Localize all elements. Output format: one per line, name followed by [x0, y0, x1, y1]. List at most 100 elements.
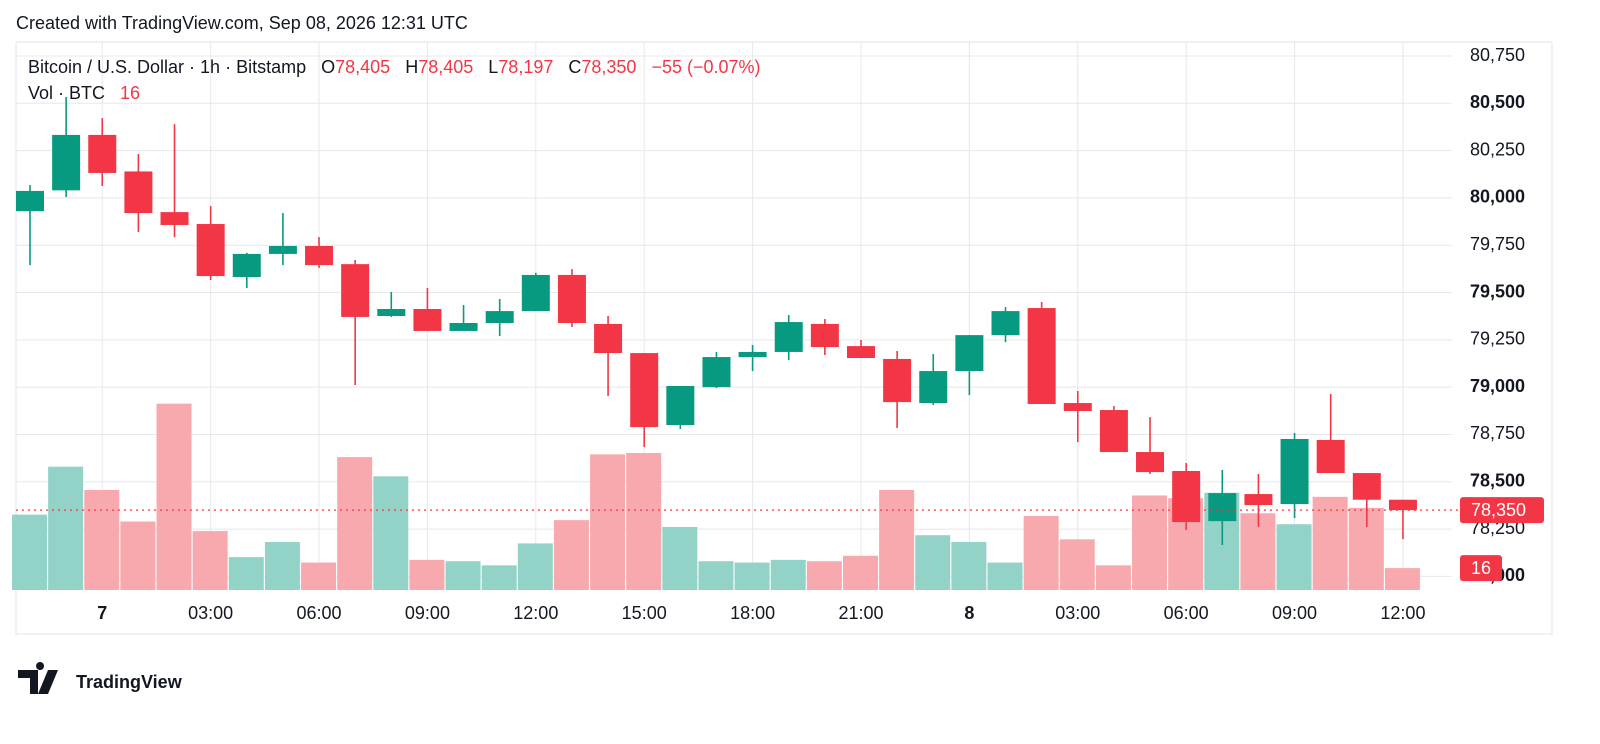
candle-body [521, 274, 550, 312]
legend-line: Bitcoin / U.S. Dollar · 1h · Bitstamp O7… [28, 57, 761, 77]
y-tick-label: 79,000 [1470, 376, 1525, 396]
y-tick-label: 80,000 [1470, 187, 1525, 207]
candle-body [774, 322, 803, 352]
volume-bar [626, 453, 662, 590]
x-tick-label: 09:00 [1272, 603, 1317, 623]
candle-body [557, 274, 586, 324]
candle-body [341, 264, 370, 317]
candle-body [268, 245, 297, 254]
volume-bar [192, 531, 228, 590]
logo: TradingView [18, 662, 183, 694]
price-badge [1460, 497, 1544, 524]
candle-body [1388, 499, 1417, 511]
volume-bar [1276, 524, 1312, 590]
volume-bar [301, 562, 337, 590]
candle-body [1280, 438, 1309, 505]
x-tick-label: 18:00 [730, 603, 775, 623]
volume-bar [1312, 496, 1348, 590]
candle-body [991, 311, 1020, 336]
y-tick-label: 79,500 [1470, 281, 1525, 301]
volume-value: 16 [120, 83, 140, 103]
candle-body [305, 245, 334, 266]
volume-bar [1095, 565, 1131, 590]
volume-bar [1384, 568, 1420, 590]
x-tick-label: 15:00 [622, 603, 667, 623]
price-badge-label: 78,350 [1471, 500, 1526, 520]
x-tick-label: 12:00 [513, 603, 558, 623]
candle-body [16, 190, 44, 212]
volume-bar [337, 457, 373, 590]
volume-bar [48, 466, 84, 590]
volume-bar [373, 476, 409, 590]
volume-bar [734, 562, 770, 590]
candle-body [594, 323, 623, 354]
candle-body [1316, 439, 1345, 474]
candle-body [413, 308, 442, 331]
volume-bar [12, 514, 47, 590]
y-tick-label: 80,500 [1470, 92, 1525, 112]
volume-bar [228, 557, 264, 590]
candle-body [124, 171, 153, 214]
candle-body [1172, 470, 1201, 523]
candle-body [232, 253, 261, 278]
candles [16, 97, 1460, 545]
volume-bar [264, 542, 300, 590]
l-label: L [488, 57, 498, 77]
candle-body [1208, 493, 1237, 522]
candle-body [919, 371, 948, 404]
x-tick-label: 09:00 [405, 603, 450, 623]
candle-body [883, 358, 912, 403]
volume-bar [842, 555, 878, 590]
candle-body [52, 134, 81, 191]
y-tick-label: 78,750 [1470, 423, 1525, 443]
candle-body [1027, 308, 1056, 404]
volume-bar [1059, 539, 1095, 590]
volume-bar [156, 403, 192, 590]
y-tick-label: 80,250 [1470, 139, 1525, 159]
x-tick-label: 06:00 [297, 603, 342, 623]
candle-body [846, 346, 875, 359]
volume-bar [590, 454, 626, 590]
created-note: Created with TradingView.com, Sep 08, 20… [16, 13, 468, 33]
x-tick-label: 7 [97, 603, 107, 623]
volume-legend: Vol · BTC 16 [28, 83, 140, 103]
candle-body [955, 335, 984, 372]
x-tick-label: 03:00 [188, 603, 233, 623]
volume-bar [1132, 495, 1168, 590]
candle-body [702, 357, 731, 388]
volume-bar [481, 565, 517, 590]
candle-body [196, 224, 225, 277]
x-tick-label: 21:00 [838, 603, 883, 623]
axes: 78,00078,25078,50078,75079,00079,25079,5… [97, 45, 1544, 623]
volume-badge-label: 16 [1471, 558, 1491, 578]
candle-body [1352, 473, 1381, 500]
symbol: Bitcoin / U.S. Dollar · 1h · Bitstamp [28, 57, 306, 77]
c-label: C [568, 57, 581, 77]
candle-body [1244, 494, 1273, 506]
x-tick-label: 06:00 [1164, 603, 1209, 623]
candle-body [377, 308, 406, 316]
y-tick-label: 79,750 [1470, 234, 1525, 254]
change: −55 (−0.07%) [651, 57, 760, 77]
y-tick-label: 79,250 [1470, 329, 1525, 349]
volume-bar [409, 559, 445, 590]
volume-bar [987, 562, 1023, 590]
candle-body [630, 353, 659, 428]
h-value: 78,405 [418, 57, 473, 77]
volume-bar [879, 489, 915, 590]
volume-bar [915, 535, 951, 590]
volume-bar [517, 543, 553, 590]
volume-badge [1460, 555, 1502, 582]
candle-body [738, 351, 767, 358]
candle-body [88, 134, 117, 173]
candle-body [810, 323, 839, 348]
volume-bar [770, 559, 806, 590]
volume-bar [445, 561, 481, 590]
brand: TradingView [76, 672, 183, 692]
volume-bar [698, 561, 734, 590]
candle-body [1099, 410, 1128, 453]
x-tick-label: 03:00 [1055, 603, 1100, 623]
x-tick-label: 8 [964, 603, 974, 623]
candle-body [485, 311, 514, 324]
